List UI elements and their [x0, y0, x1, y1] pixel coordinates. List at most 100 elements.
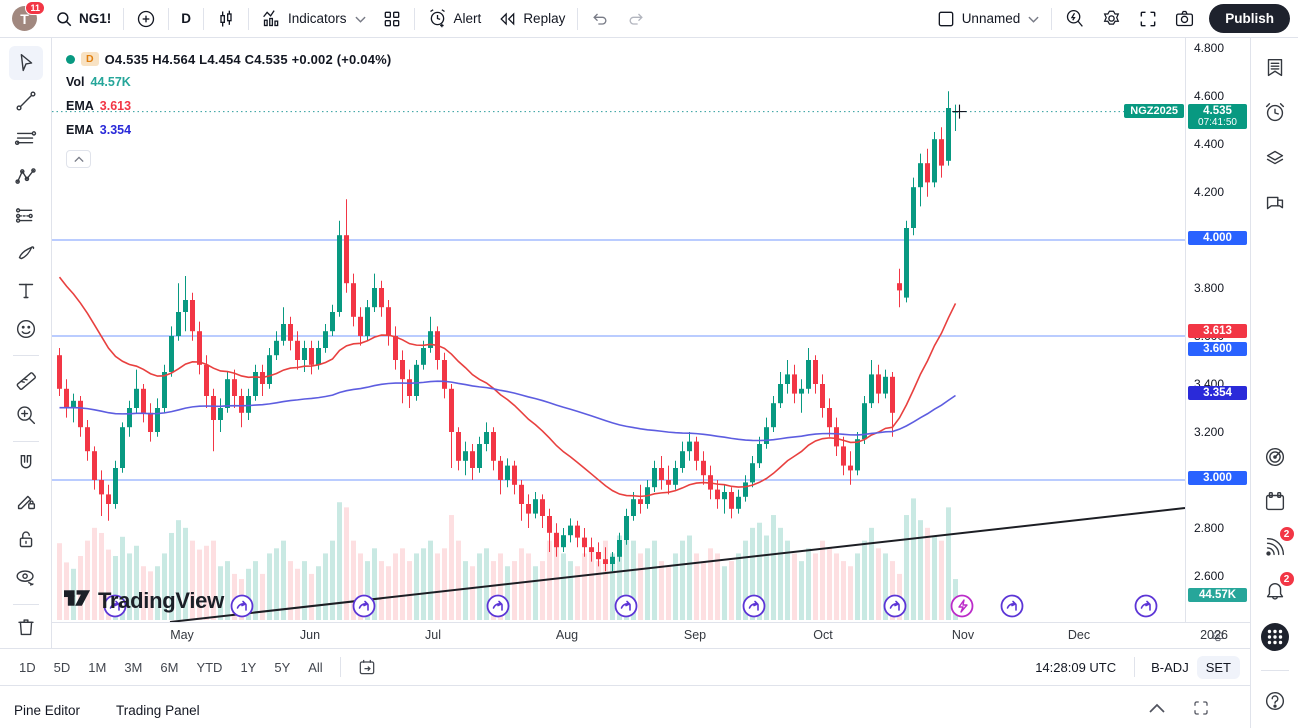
volume-bar — [512, 561, 517, 620]
drawing-mode-tool-button[interactable] — [9, 485, 43, 519]
hotlists-icon[interactable] — [1257, 439, 1293, 475]
apps-menu-icon[interactable] — [1257, 619, 1293, 655]
watchlist-icon[interactable] — [1257, 50, 1293, 86]
undo-button[interactable] — [582, 4, 618, 34]
range-button-6m[interactable]: 6M — [160, 659, 179, 675]
trend-line-drawing[interactable] — [169, 507, 1186, 622]
pine-editor-tab[interactable]: Pine Editor — [14, 702, 81, 718]
candle-body — [309, 348, 314, 365]
candle-body — [589, 547, 594, 552]
lock-drawings-tool-button[interactable] — [9, 523, 43, 557]
contract-rollover-marker[interactable] — [1000, 594, 1024, 618]
fullscreen-button[interactable] — [1130, 4, 1166, 34]
chart-plot[interactable] — [52, 38, 1186, 622]
object-tree-icon[interactable] — [1257, 140, 1293, 176]
emoji-tool-button[interactable] — [9, 312, 43, 346]
contract-rollover-marker[interactable] — [352, 594, 376, 618]
replay-button[interactable]: Replay — [489, 4, 573, 34]
price-axis[interactable]: 4.8004.6004.4004.2004.0003.8003.6003.400… — [1185, 38, 1250, 622]
go-to-date-button[interactable] — [349, 652, 385, 682]
alert-button[interactable]: Alert — [419, 4, 490, 34]
snapshot-button[interactable] — [1166, 4, 1203, 34]
axis-settings-gear-icon[interactable] — [1210, 628, 1226, 649]
ema1-value: 3.613 — [99, 99, 132, 113]
redo-button[interactable] — [618, 4, 654, 34]
clock-utc[interactable]: 14:28:09 UTC — [1035, 659, 1117, 675]
price-axis-label: 3.600 — [1188, 342, 1247, 356]
legend-ema1-row[interactable]: EMA 3.613 — [66, 94, 391, 118]
contract-switch-flash-marker[interactable] — [950, 594, 974, 618]
alerts-clock-icon[interactable] — [1257, 95, 1293, 131]
time-axis[interactable]: May Jun Jul Aug Sep Oct Nov Dec 2026 — [52, 622, 1250, 648]
trend-line-tool-button[interactable] — [9, 84, 43, 118]
contract-rollover-marker[interactable] — [103, 594, 127, 618]
range-button-5y[interactable]: 5Y — [274, 659, 291, 675]
contract-rollover-marker[interactable] — [1134, 594, 1158, 618]
candle-body — [687, 441, 692, 452]
candle-body — [736, 496, 741, 509]
pattern-tool-button[interactable] — [9, 160, 43, 194]
brush-tool-button[interactable] — [9, 236, 43, 270]
legend-main-row[interactable]: D O4.535 H4.564 L4.454 C4.535 +0.002 (+0… — [66, 48, 391, 70]
notifications-icon[interactable]: 2 — [1257, 571, 1295, 610]
range-button-all[interactable]: All — [308, 659, 323, 675]
candle-body — [561, 535, 566, 548]
hide-drawings-tool-button[interactable] — [9, 561, 43, 595]
go-to-date-icon — [357, 657, 377, 677]
calendar-icon[interactable] — [1257, 484, 1293, 520]
settings-button[interactable] — [1093, 4, 1130, 34]
user-avatar[interactable]: T 11 — [12, 1, 45, 31]
remove-drawings-tool-button[interactable] — [9, 610, 43, 644]
volume-bar — [85, 540, 90, 620]
volume-bar — [946, 507, 951, 620]
legend-collapse-button[interactable] — [66, 150, 91, 168]
candle-body — [218, 408, 223, 420]
panel-expand-chevron-icon[interactable] — [1148, 695, 1166, 719]
interval-button[interactable]: D — [173, 4, 199, 34]
compare-add-button[interactable] — [128, 4, 164, 34]
quick-search-button[interactable] — [1056, 4, 1093, 34]
ema-line-1[interactable] — [58, 276, 957, 498]
legend-volume-row[interactable]: Vol 44.57K — [66, 70, 391, 94]
fib-retracement-tool-button[interactable] — [9, 122, 43, 156]
legend-ema2-row[interactable]: EMA 3.354 — [66, 118, 391, 142]
volume-bar — [932, 535, 937, 620]
time-tick-label: Nov — [951, 628, 975, 642]
range-button-5d[interactable]: 5D — [53, 659, 71, 675]
candle-body — [407, 379, 412, 396]
ema-line-2[interactable] — [59, 380, 956, 442]
trading-panel-tab[interactable]: Trading Panel — [116, 702, 200, 718]
contract-rollover-marker[interactable] — [230, 594, 254, 618]
bottom-toolbar: 1D 5D 1M 3M 6M YTD 1Y 5Y All 14:28:09 UTC B-ADJ … — [0, 648, 1250, 686]
range-button-1y[interactable]: 1Y — [240, 659, 257, 675]
adjust-mode-button[interactable]: B-ADJ — [1151, 659, 1189, 675]
symbol-search-button[interactable]: NG1! — [47, 4, 119, 34]
settlement-mode-button[interactable]: SET — [1196, 655, 1240, 679]
range-button-1d[interactable]: 1D — [19, 659, 36, 675]
indicators-button[interactable]: Indicators — [253, 4, 374, 34]
layout-select-button[interactable]: Unnamed — [928, 4, 1048, 34]
candle-body — [918, 163, 923, 188]
help-icon[interactable] — [1257, 683, 1293, 719]
volume-bar — [624, 527, 629, 620]
forecast-tool-button[interactable] — [9, 198, 43, 232]
cursor-tool-button[interactable] — [8, 46, 43, 80]
panel-maximize-icon[interactable] — [1192, 693, 1210, 722]
range-button-1m[interactable]: 1M — [88, 659, 107, 675]
range-button-3m[interactable]: 3M — [124, 659, 143, 675]
contract-rollover-marker[interactable] — [742, 594, 766, 618]
layout-grid-button[interactable] — [374, 4, 410, 34]
range-button-ytd[interactable]: YTD — [196, 659, 223, 675]
magnet-tool-button[interactable] — [9, 447, 43, 481]
zoom-in-tool-button[interactable] — [9, 398, 43, 432]
chart-style-button[interactable] — [208, 4, 244, 34]
contract-rollover-marker[interactable] — [614, 594, 638, 618]
text-tool-button[interactable] — [9, 274, 43, 308]
chat-icon[interactable] — [1257, 185, 1293, 221]
publish-button[interactable]: Publish — [1209, 4, 1290, 33]
streams-icon[interactable]: 2 — [1257, 526, 1295, 565]
contract-rollover-marker[interactable] — [883, 594, 907, 618]
measure-tool-button[interactable] — [9, 361, 43, 395]
volume-bar — [855, 553, 860, 620]
contract-rollover-marker[interactable] — [486, 594, 510, 618]
